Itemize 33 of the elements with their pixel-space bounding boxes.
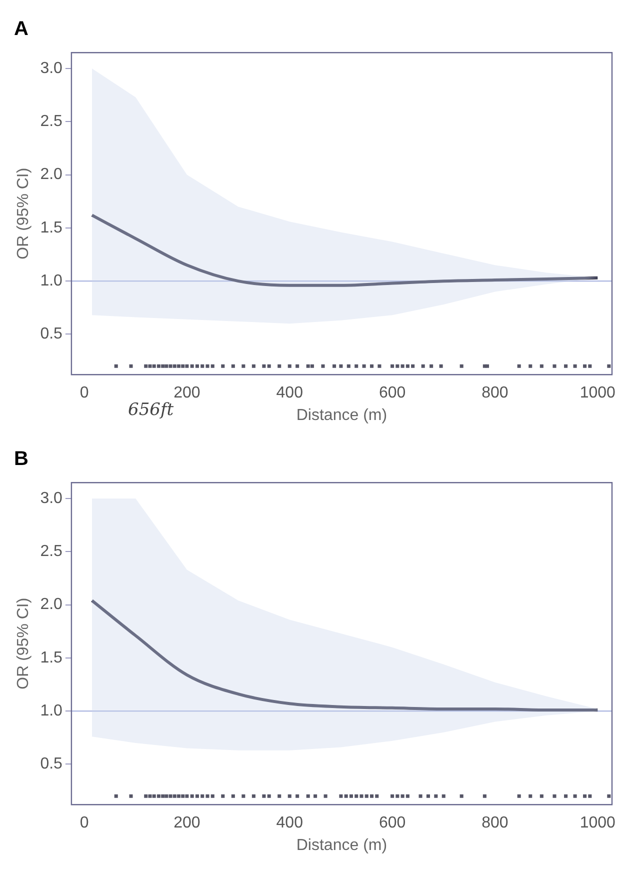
y-tick-label: 1.0 <box>40 272 63 290</box>
y-axis-title: OR (95% CI) <box>15 168 32 260</box>
x-axis-title: Distance (m) <box>296 836 388 854</box>
y-tick-label: 1.5 <box>40 649 63 666</box>
x-tick-label: 1000 <box>580 814 616 832</box>
y-tick-label: 0.5 <box>40 326 63 343</box>
text: 656ft <box>128 400 174 420</box>
y-axis-title: OR (95% CI) <box>15 598 32 690</box>
line-series <box>90 214 600 287</box>
y-tick-label: 2.5 <box>40 543 63 560</box>
y-tick-label: 3.0 <box>40 490 63 507</box>
y-tick-label: 2.0 <box>40 596 63 614</box>
y-tick-label: 1.5 <box>40 219 63 236</box>
chart-title: A <box>14 18 28 41</box>
y-tick-label: 1.0 <box>40 702 63 720</box>
x-tick-label: 200 <box>174 814 200 832</box>
x-tick-label: 800 <box>482 384 508 402</box>
x-tick-label: 400 <box>276 384 304 402</box>
x-tick-label: 800 <box>482 814 508 832</box>
x-tick-label: 200 <box>174 384 200 402</box>
chart-title: B <box>14 448 28 471</box>
y-tick-label: 3.0 <box>40 60 63 77</box>
x-tick-label: 600 <box>378 384 406 402</box>
x-tick-label: 0 <box>80 384 89 402</box>
y-tick-label: 2.0 <box>40 166 63 184</box>
x-axis-title: Distance (m) <box>296 406 388 424</box>
x-tick-label: 1000 <box>580 384 616 402</box>
y-tick-label: 0.5 <box>40 756 63 773</box>
x-tick-label: 400 <box>276 814 304 832</box>
line-series <box>90 599 600 712</box>
x-tick-label: 600 <box>378 814 406 832</box>
x-tick-label: 0 <box>80 814 89 832</box>
y-tick-label: 2.5 <box>40 113 63 130</box>
